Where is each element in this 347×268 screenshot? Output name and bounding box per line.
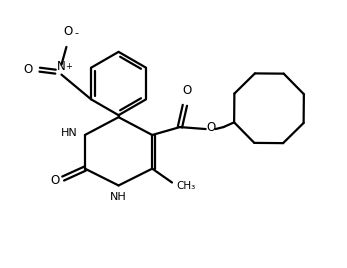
Text: O: O — [23, 63, 32, 76]
Text: O: O — [64, 25, 73, 38]
Text: -: - — [74, 28, 78, 38]
Text: N: N — [57, 60, 66, 73]
Text: O: O — [206, 121, 215, 133]
Text: CH₃: CH₃ — [176, 181, 195, 191]
Text: O: O — [182, 84, 192, 97]
Text: +: + — [65, 62, 72, 71]
Text: O: O — [51, 174, 60, 187]
Text: NH: NH — [110, 192, 127, 202]
Text: HN: HN — [61, 128, 77, 138]
